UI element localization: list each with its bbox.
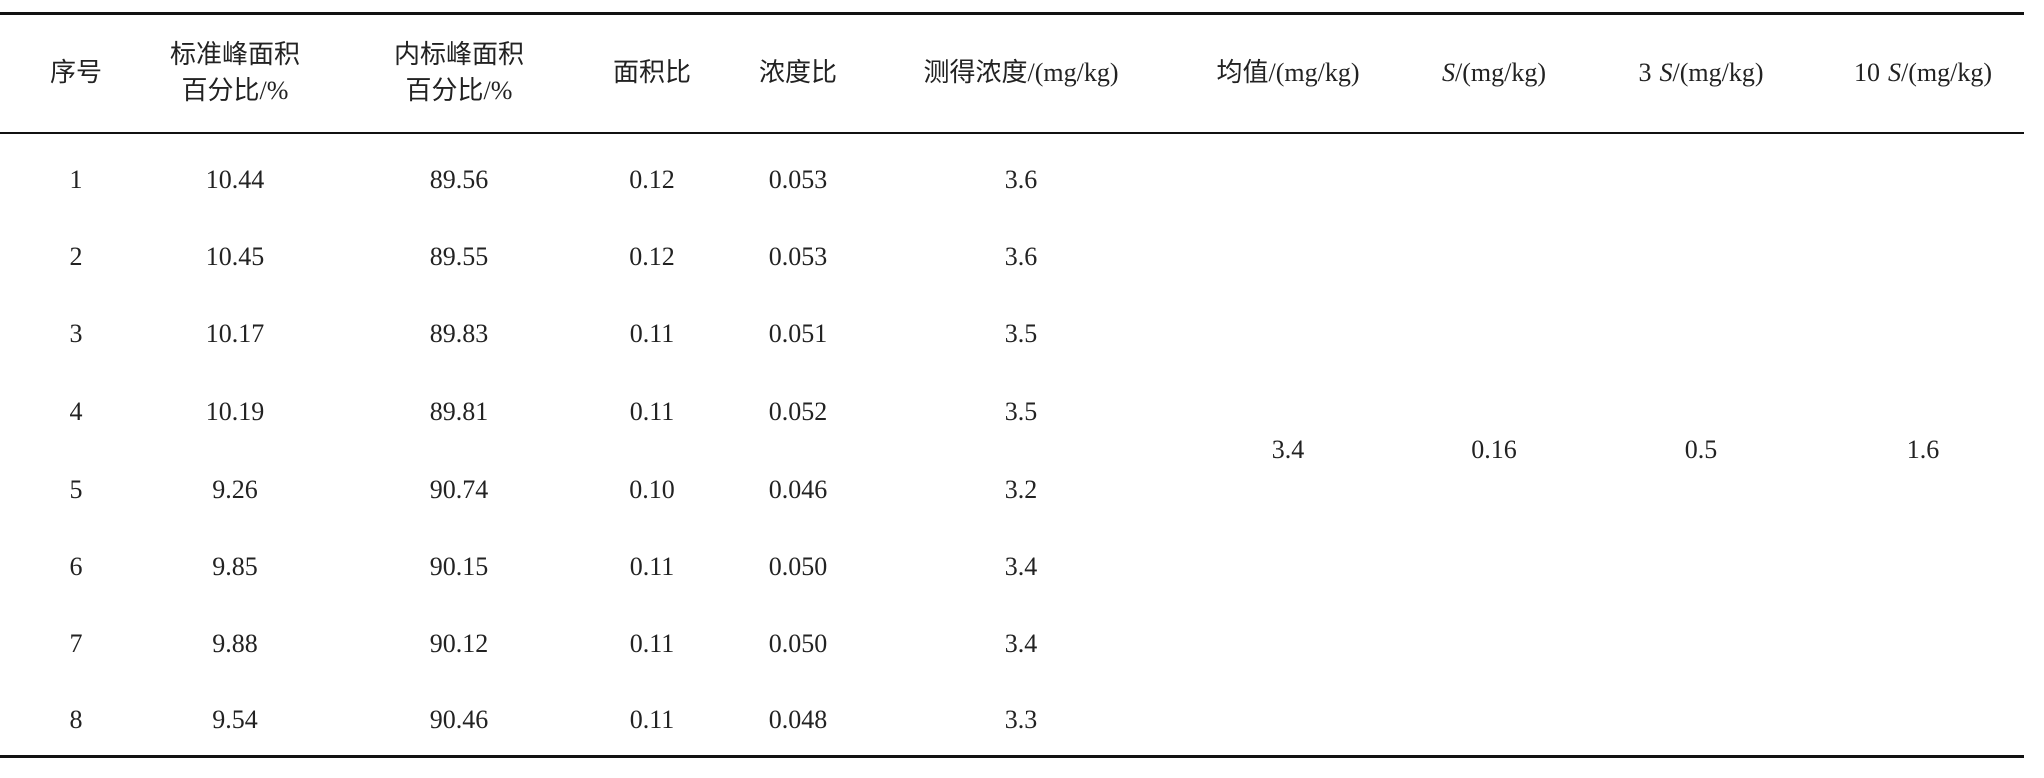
table-cell: 90.74 — [429, 475, 489, 504]
header-rule — [0, 132, 2024, 134]
header-number: 3 — [1638, 58, 1652, 87]
header-cell: 内标峰面积百分比/% — [394, 37, 524, 109]
table-cell: 0.12 — [629, 165, 675, 194]
table-cell: 0.10 — [629, 475, 675, 504]
table-cell: 0.12 — [629, 242, 675, 271]
header-line: 百分比/% — [181, 76, 289, 105]
header-cell: 测得浓度/(mg/kg) — [923, 58, 1119, 87]
table-cell: 3.4 — [1004, 629, 1038, 658]
header-cell: 10 S/(mg/kg) — [1854, 55, 1992, 91]
top-rule — [0, 12, 2024, 15]
table-cell: 8 — [69, 705, 83, 734]
table-cell: 0.046 — [768, 475, 828, 504]
table-cell: 90.15 — [429, 552, 489, 581]
header-symbol: S — [1888, 58, 1901, 87]
table-cell: 89.56 — [429, 165, 489, 194]
table-cell: 6 — [69, 552, 83, 581]
table-cell: 89.55 — [429, 242, 489, 271]
bottom-rule — [0, 755, 2024, 758]
header-number: 10 — [1854, 58, 1880, 87]
header-cell: S/(mg/kg) — [1442, 55, 1546, 91]
table-cell: 3.3 — [1004, 705, 1038, 734]
table-cell: 9.88 — [212, 629, 258, 658]
table-cell: 90.12 — [429, 629, 489, 658]
table-cell: 0.11 — [629, 319, 675, 348]
table-cell: 10.44 — [205, 165, 265, 194]
table-cell: 0.052 — [768, 397, 828, 426]
table-cell: 9.54 — [212, 705, 258, 734]
header-cell: 3 S/(mg/kg) — [1639, 55, 1764, 91]
table-cell: 89.81 — [429, 397, 489, 426]
header-cell: 均值/(mg/kg) — [1216, 58, 1360, 87]
header-cell: 面积比 — [612, 58, 692, 87]
table-cell: 0.048 — [768, 705, 828, 734]
table-cell: 7 — [69, 629, 83, 658]
merged-cell: 0.16 — [1471, 435, 1517, 464]
table-cell: 1 — [69, 165, 83, 194]
table-cell: 10.19 — [205, 397, 265, 426]
header-unit: /(mg/kg) — [1455, 58, 1546, 87]
header-cell: 浓度比 — [758, 58, 838, 87]
table-cell: 0.053 — [768, 165, 828, 194]
table-cell: 9.85 — [212, 552, 258, 581]
table-cell: 0.051 — [768, 319, 828, 348]
table-cell: 5 — [69, 475, 83, 504]
header-line: 标准峰面积 — [169, 40, 301, 69]
table-cell: 3.6 — [1004, 165, 1038, 194]
header-unit: /(mg/kg) — [1672, 58, 1764, 87]
table-cell: 4 — [69, 397, 83, 426]
table-cell: 2 — [69, 242, 83, 271]
header-symbol: S — [1659, 58, 1673, 87]
table-cell: 0.11 — [629, 552, 675, 581]
table-cell: 89.83 — [429, 319, 489, 348]
merged-cell: 3.4 — [1271, 435, 1305, 464]
header-cell: 序号 — [49, 58, 103, 87]
table-cell: 0.050 — [768, 552, 828, 581]
merged-cell: 0.5 — [1684, 435, 1718, 464]
table-cell: 3.6 — [1004, 242, 1038, 271]
table-cell: 10.17 — [205, 319, 265, 348]
table-cell: 3.5 — [1004, 319, 1038, 348]
table-cell: 0.050 — [768, 629, 828, 658]
table-cell: 9.26 — [212, 475, 258, 504]
table-cell: 0.11 — [629, 397, 675, 426]
table-cell: 3.4 — [1004, 552, 1038, 581]
table-cell: 10.45 — [205, 242, 265, 271]
merged-cell: 1.6 — [1906, 435, 1940, 464]
table-cell: 3.5 — [1004, 397, 1038, 426]
table-cell: 90.46 — [429, 705, 489, 734]
header-line: 百分比/% — [405, 76, 513, 105]
header-line: 内标峰面积 — [393, 40, 525, 69]
header-unit: /(mg/kg) — [1901, 58, 1992, 87]
header-symbol: S — [1442, 58, 1455, 87]
table-cell: 0.11 — [629, 705, 675, 734]
table-cell: 0.053 — [768, 242, 828, 271]
table-cell: 3.2 — [1004, 475, 1038, 504]
table-cell: 0.11 — [629, 629, 675, 658]
table-cell: 3 — [69, 319, 83, 348]
header-cell: 标准峰面积百分比/% — [170, 37, 300, 109]
